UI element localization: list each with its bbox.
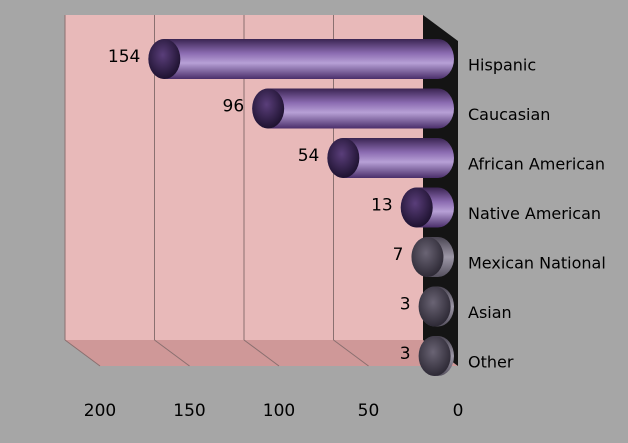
bar-african-american	[327, 138, 454, 178]
bar-end-cap	[327, 138, 360, 178]
data-label: 3	[400, 344, 411, 364]
floor-gridline-100	[243, 339, 280, 367]
bar-body	[148, 39, 454, 79]
floor-gridline-150	[154, 339, 190, 367]
bar-hispanic	[148, 39, 454, 79]
category-label: Mexican National	[468, 254, 606, 273]
category-label: Hispanic	[468, 56, 536, 75]
bar-caucasian	[252, 88, 454, 129]
floor-gridline-50	[333, 339, 369, 367]
data-label: 7	[393, 245, 404, 265]
bar-body	[252, 88, 454, 129]
bar-end-cap	[252, 88, 285, 129]
bar-end-cap	[148, 39, 181, 79]
bars	[148, 39, 454, 376]
bar-other	[418, 336, 454, 376]
category-label: African American	[468, 155, 605, 174]
x-tick-label: 200	[84, 401, 116, 421]
bar-end-cap	[418, 286, 451, 327]
category-label: Asian	[468, 303, 512, 322]
bar-mexican-national	[411, 237, 454, 277]
floor-gridline-200	[64, 339, 101, 367]
x-tick-label: 50	[358, 401, 380, 421]
bar-asian	[418, 286, 454, 327]
data-label: 54	[298, 146, 320, 166]
category-label: Caucasian	[468, 105, 550, 124]
bar-native-american	[400, 187, 454, 228]
category-label: Native American	[468, 204, 601, 223]
bar-end-cap	[400, 187, 433, 228]
bar-end-cap	[411, 237, 444, 277]
bar-end-cap	[418, 336, 451, 376]
x-tick-label: 100	[263, 401, 295, 421]
labels: 154 Hispanic 96 Caucasian 54 African American…	[84, 47, 606, 421]
category-label: Other	[468, 353, 514, 372]
data-label: 154	[108, 47, 140, 67]
data-label: 13	[371, 196, 393, 216]
data-label: 96	[223, 97, 245, 117]
bar-body	[327, 138, 454, 178]
x-tick-label: 0	[453, 401, 464, 421]
data-label: 3	[400, 295, 411, 315]
x-tick-label: 150	[173, 401, 205, 421]
